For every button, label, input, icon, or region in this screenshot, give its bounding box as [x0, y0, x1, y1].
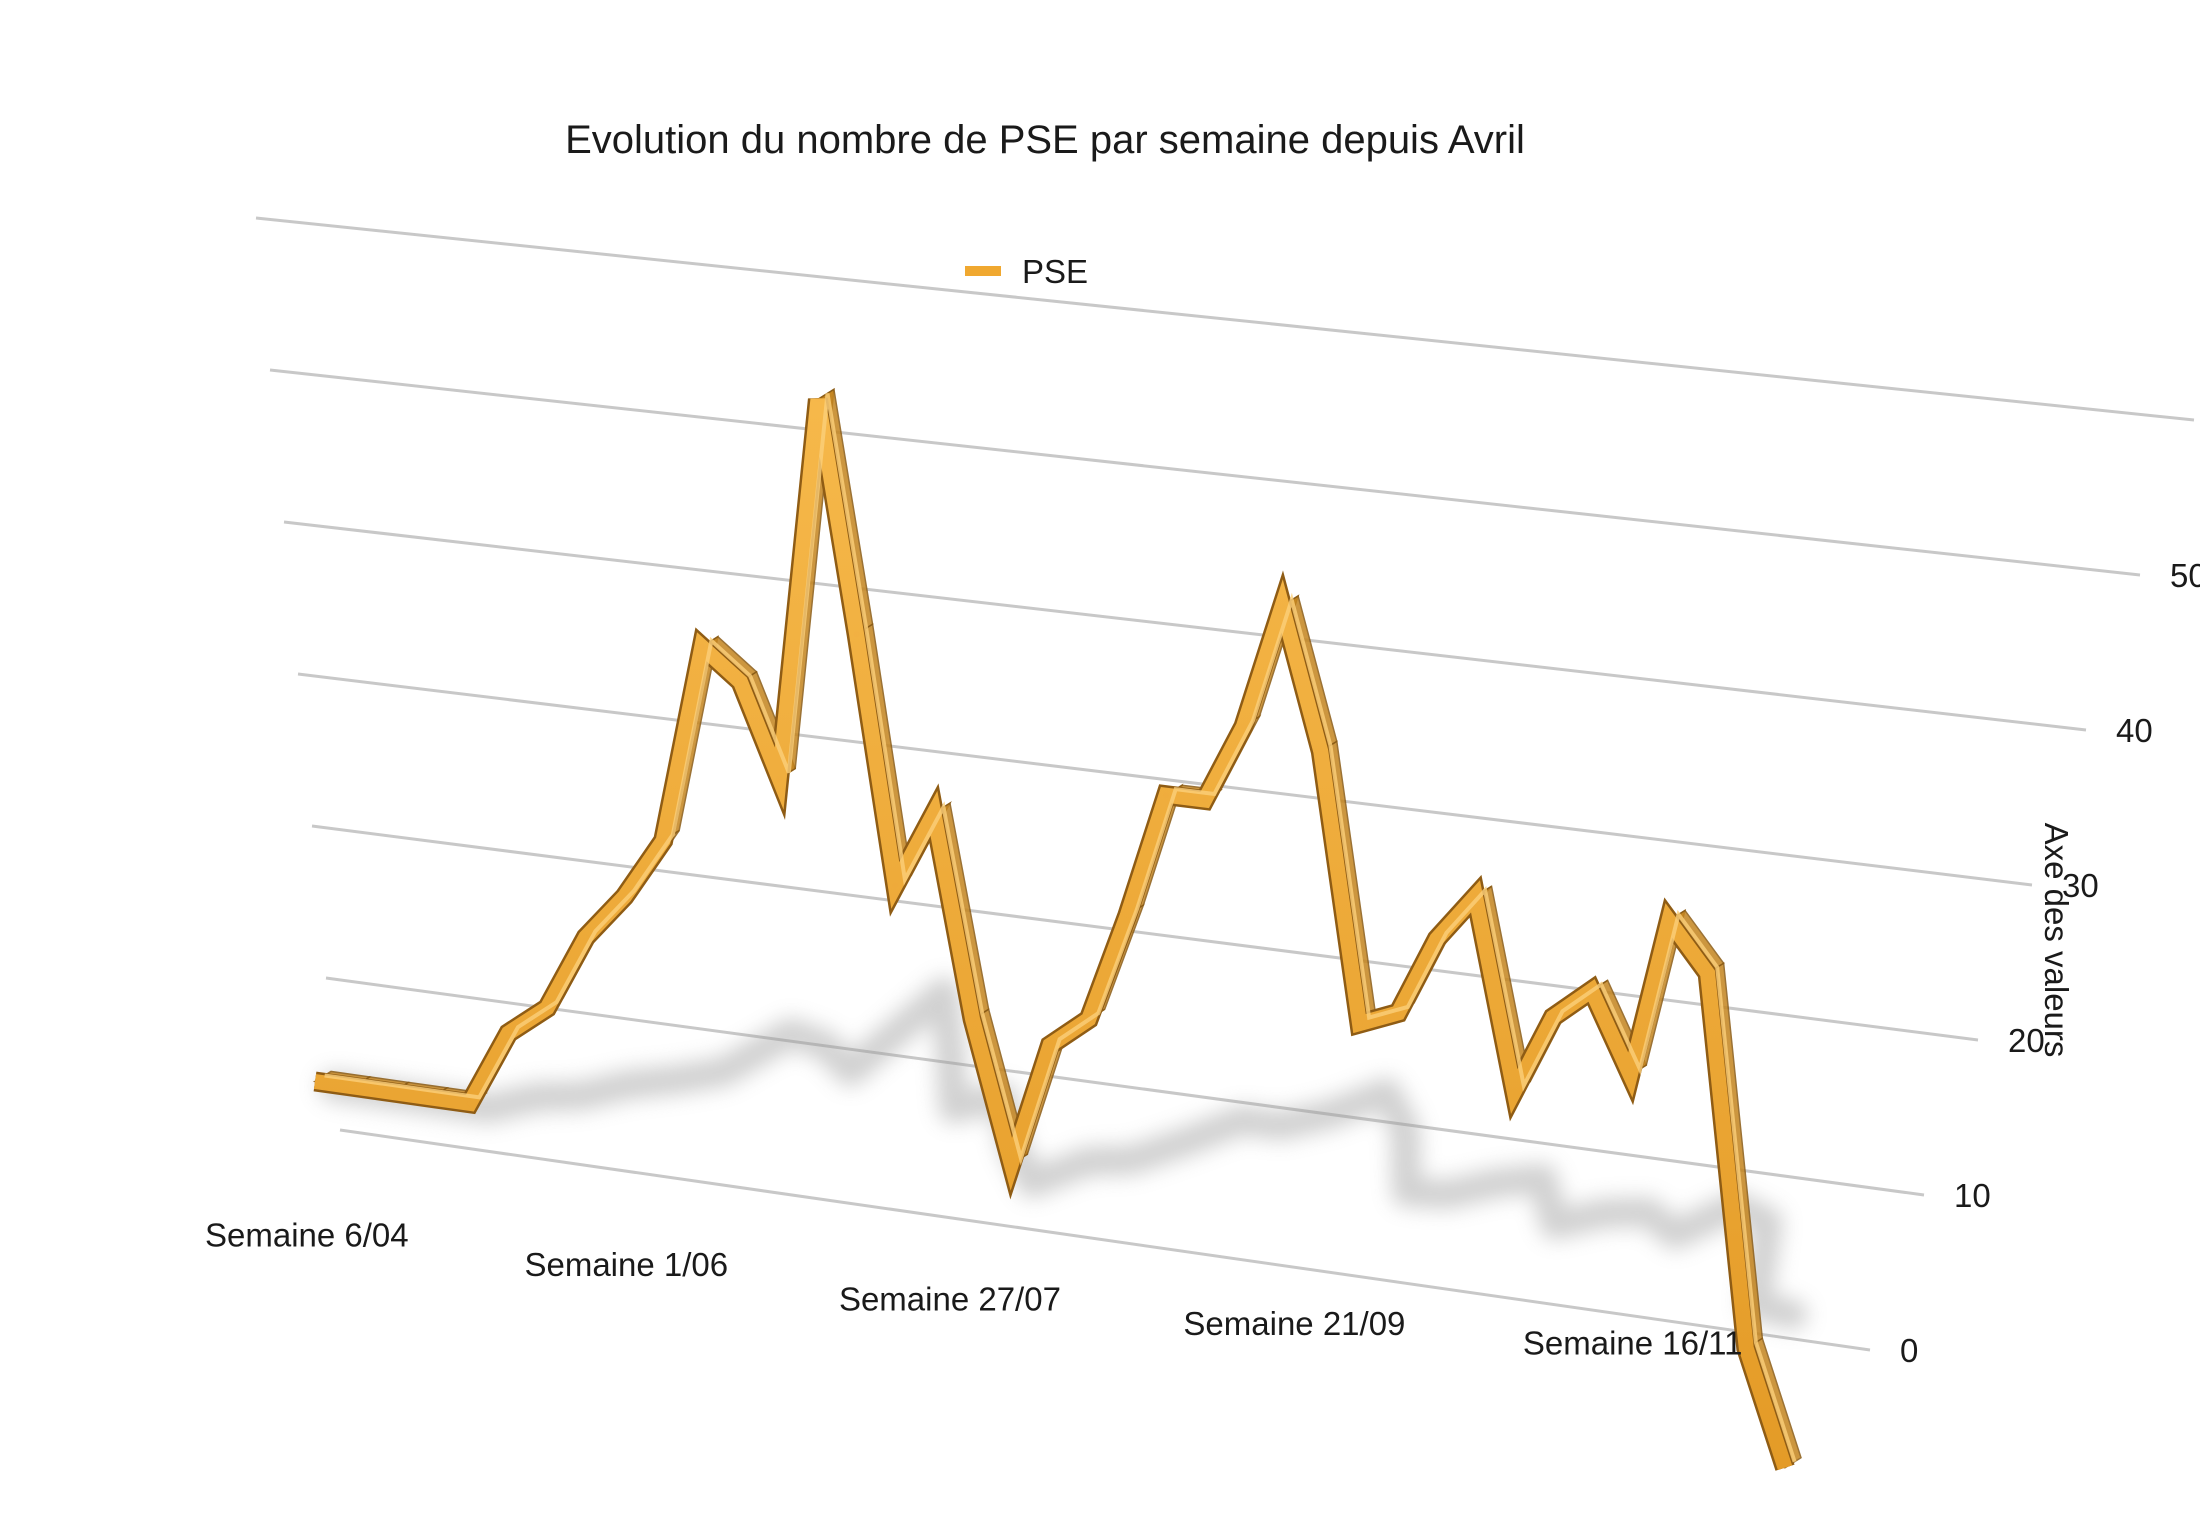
- data-point: [892, 882, 898, 888]
- data-point: [1782, 1465, 1788, 1471]
- data-point: [815, 396, 821, 402]
- gridline: [311, 824, 1979, 1042]
- data-point: [1589, 987, 1595, 993]
- data-point: [583, 934, 589, 940]
- data-point: [1743, 1345, 1749, 1351]
- x-tick-labels: Semaine 6/04 Semaine 1/06 Semaine 27/07 Sem…: [205, 1216, 1742, 1361]
- gridline: [283, 520, 2087, 732]
- data-point: [1434, 936, 1440, 942]
- data-point: [621, 894, 627, 900]
- data-point: [1395, 1010, 1401, 1016]
- data-point: [1163, 792, 1169, 798]
- y-tick-labels: 0 10 20 30 40 50: [1900, 557, 2200, 1369]
- data-point: [1666, 917, 1672, 923]
- data-point: [1473, 893, 1479, 899]
- data-point: [544, 1005, 550, 1011]
- data-point: [1550, 1014, 1556, 1020]
- y-axis-title: Axe des valeurs: [2038, 823, 2075, 1058]
- gridline: [339, 1128, 1871, 1352]
- data-point: [428, 1095, 434, 1101]
- data-point: [1124, 912, 1130, 918]
- series-shadow-path: [318, 976, 1808, 1330]
- data-point: [351, 1084, 357, 1090]
- legend-swatch: [965, 266, 1001, 276]
- data-point: [1279, 603, 1285, 609]
- data-point: [970, 1016, 976, 1022]
- data-point: [1705, 970, 1711, 976]
- chart-title: Evolution du nombre de PSE par semaine d…: [565, 118, 1525, 162]
- data-point: [1240, 723, 1246, 729]
- x-tick-label: Semaine 1/06: [524, 1246, 728, 1283]
- gridlines: [255, 216, 2195, 1352]
- data-point: [1202, 797, 1208, 803]
- data-point: [1318, 748, 1324, 754]
- gridline: [297, 672, 2033, 887]
- x-tick-label: Semaine 21/09: [1183, 1305, 1405, 1342]
- x-tick-label: Semaine 6/04: [205, 1216, 409, 1253]
- legend: PSE: [965, 253, 1088, 290]
- data-point: [854, 631, 860, 637]
- y-tick-label: 50: [2170, 557, 2200, 594]
- gridline: [325, 976, 1925, 1197]
- y-tick-label: 30: [2062, 867, 2099, 904]
- data-point: [312, 1078, 318, 1084]
- data-point: [1086, 1016, 1092, 1022]
- series-pse: [312, 387, 1802, 1471]
- data-point: [699, 644, 705, 650]
- series-highlight: [324, 393, 1797, 1463]
- data-point: [1627, 1072, 1633, 1078]
- data-point: [389, 1089, 395, 1095]
- data-point: [660, 838, 666, 844]
- data-point: [931, 810, 937, 816]
- y-tick-label: 0: [1900, 1332, 1918, 1369]
- data-point: [776, 776, 782, 782]
- y-tick-label: 10: [1954, 1177, 1991, 1214]
- data-point: [1511, 1089, 1517, 1095]
- y-tick-label: 20: [2008, 1022, 2045, 1059]
- x-tick-label: Semaine 16/11: [1523, 1324, 1743, 1361]
- series-shadow: [318, 976, 1808, 1330]
- gridline: [255, 216, 2195, 422]
- data-point: [1356, 1021, 1362, 1027]
- data-point: [1047, 1042, 1053, 1048]
- series-line: [313, 398, 1793, 1471]
- legend-label: PSE: [1022, 253, 1088, 290]
- data-point: [1008, 1161, 1014, 1167]
- y-tick-label: 40: [2116, 712, 2153, 749]
- data-point: [467, 1100, 473, 1106]
- x-tick-label: Semaine 27/07: [839, 1280, 1061, 1317]
- gridline: [269, 368, 2141, 577]
- data-point: [505, 1030, 511, 1036]
- data-point: [738, 679, 744, 685]
